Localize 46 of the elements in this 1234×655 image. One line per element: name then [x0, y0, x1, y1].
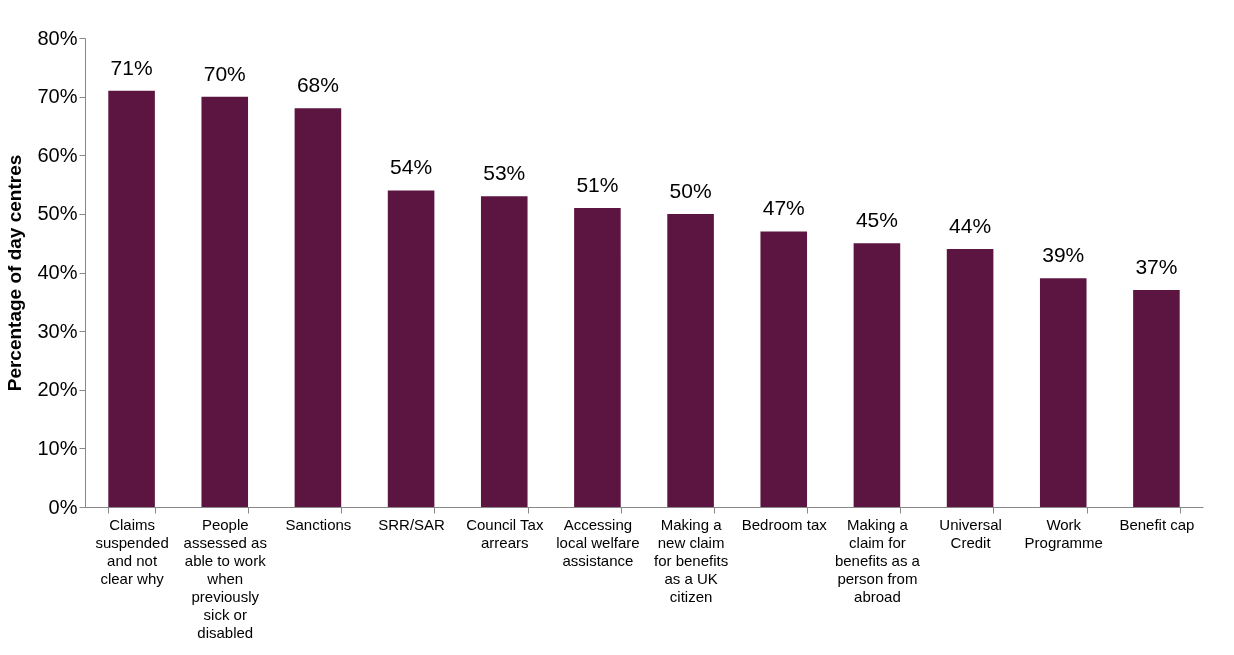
y-tick-label: 0%	[48, 495, 78, 518]
x-tick-label: Accessing local welfare assistance	[556, 515, 640, 569]
y-axis-title: Percentage of day centres	[4, 154, 26, 392]
bar	[1039, 278, 1087, 507]
data-label: 39%	[1042, 243, 1085, 267]
y-tick-label: 30%	[37, 319, 78, 342]
data-label: 51%	[576, 173, 619, 197]
x-tick-label: SRR/SAR	[378, 515, 446, 533]
data-label: 71%	[110, 55, 153, 79]
bar	[760, 231, 808, 507]
bar	[201, 96, 249, 507]
data-label: 44%	[949, 214, 992, 238]
x-tick-label: Work Programme	[1024, 515, 1103, 551]
bar	[387, 190, 435, 507]
bar	[1133, 290, 1180, 507]
data-label: 50%	[669, 178, 712, 202]
x-tick-label: Sanctions	[285, 515, 352, 533]
data-label: 68%	[296, 73, 339, 97]
data-label: 53%	[483, 161, 526, 185]
data-label: 70%	[203, 61, 246, 85]
y-tick-label: 20%	[37, 378, 78, 401]
bar	[946, 249, 994, 507]
x-tick-label: Benefit cap	[1119, 515, 1195, 533]
data-label: 54%	[390, 155, 433, 179]
data-label: 47%	[762, 196, 805, 220]
y-tick-label: 80%	[37, 26, 78, 49]
y-tick-label: 50%	[37, 202, 78, 225]
y-tick-label: 40%	[37, 261, 78, 283]
x-tick-label: Bedroom tax	[741, 515, 828, 533]
x-tick-label: Making a new claim for benefits as a UK citizen	[653, 515, 729, 605]
bar	[294, 108, 342, 507]
x-tick-label: Claims suspended and not clear why	[95, 515, 169, 587]
data-label: 45%	[855, 208, 898, 232]
bar	[108, 90, 155, 507]
x-tick-label: Making a claim for benefits as a person from abroad	[834, 515, 921, 605]
x-tick-label: Council Tax arrears	[466, 515, 544, 551]
y-tick-label: 10%	[37, 436, 78, 459]
bar	[667, 213, 714, 507]
x-tick-label: People assessed as able to work when previously sick or disabled	[183, 515, 267, 641]
y-tick-label: 70%	[37, 85, 78, 108]
x-tick-label: Universal Credit	[939, 515, 1002, 551]
bar	[480, 196, 528, 507]
data-label: 37%	[1135, 255, 1178, 279]
bar	[574, 208, 621, 507]
y-tick-label: 60%	[37, 143, 78, 166]
bar	[853, 243, 901, 507]
